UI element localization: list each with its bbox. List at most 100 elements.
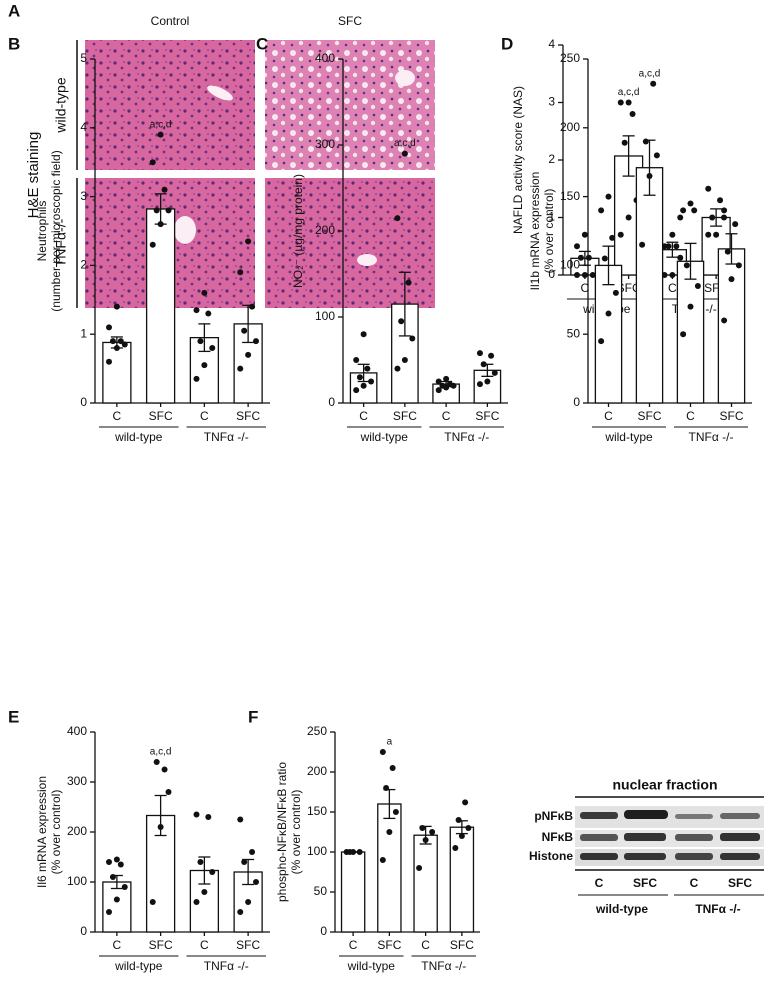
x-tick-label: C: [359, 409, 368, 423]
y-tick-label: 1: [80, 326, 87, 340]
data-point: [458, 833, 465, 839]
data-point: [106, 859, 112, 865]
y-tick-label: 0: [328, 395, 335, 409]
y-tick-label: 100: [67, 874, 87, 888]
y-axis-label: (number per microscopic field): [49, 150, 63, 311]
data-point: [677, 254, 684, 261]
data-point: [691, 207, 698, 214]
y-tick-label: 0: [548, 267, 555, 281]
data-point: [356, 374, 363, 381]
data-point: [683, 262, 690, 269]
y-axis-label: Neutrophils: [35, 201, 49, 262]
band: [624, 833, 666, 841]
data-point: [687, 200, 694, 207]
lane-label: C: [690, 876, 699, 890]
data-point: [705, 185, 712, 192]
bar: [102, 881, 132, 933]
bar: [449, 826, 475, 933]
data-point: [161, 186, 168, 193]
stain-label: H&E staining: [25, 132, 42, 219]
data-point: [574, 272, 580, 278]
y-tick-label: 200: [315, 223, 335, 237]
x-tick-label: C: [200, 409, 209, 423]
blot-strip: [575, 806, 764, 828]
data-point: [677, 214, 684, 221]
data-point: [379, 857, 386, 863]
annotation: a,c,d: [150, 119, 172, 130]
group-label: TNFα -/-: [204, 430, 249, 444]
data-point: [717, 197, 724, 204]
group-label: TNFα -/-: [695, 902, 740, 916]
y-tick-label: 150: [307, 804, 327, 818]
group-label: wild-type: [595, 902, 648, 916]
data-point: [106, 324, 112, 331]
data-point: [724, 248, 731, 255]
data-point: [106, 358, 112, 365]
y-tick-label: 150: [560, 189, 580, 203]
data-point: [585, 254, 592, 261]
data-point: [165, 207, 172, 214]
data-point: [465, 825, 472, 831]
data-point: [241, 859, 248, 865]
annotation: a,c,d: [150, 747, 172, 758]
data-point: [149, 899, 156, 905]
lane-label: SFC: [633, 876, 657, 890]
data-point: [253, 338, 259, 345]
data-point: [577, 254, 584, 261]
data-point: [205, 310, 212, 317]
blot-row-label: pNFκB: [534, 809, 573, 823]
data-point: [383, 785, 390, 791]
lane-label: C: [595, 876, 604, 890]
band: [580, 834, 618, 841]
y-axis-label: NO₂⁻ (µg/mg protein): [291, 174, 305, 288]
data-point: [612, 289, 619, 296]
data-point: [209, 344, 216, 351]
vessel: [207, 85, 233, 101]
data-point: [245, 351, 252, 358]
y-tick-label: 400: [315, 51, 335, 65]
y-tick-label: 50: [314, 884, 328, 898]
bar: [377, 803, 402, 933]
y-tick-label: 200: [67, 824, 87, 838]
data-point: [237, 269, 244, 276]
data-point: [117, 338, 124, 345]
y-tick-label: 0: [80, 924, 87, 938]
group-label: wild-type: [114, 430, 163, 444]
data-point: [392, 809, 399, 815]
vessel: [357, 254, 377, 266]
bar: [145, 208, 176, 404]
data-point: [113, 344, 120, 351]
band: [624, 810, 668, 819]
data-point: [356, 849, 363, 855]
annotation: a,c,d: [639, 68, 661, 79]
group-label: TNFα -/-: [689, 430, 734, 444]
data-point: [245, 899, 252, 905]
histology-image: [265, 40, 435, 170]
data-point: [394, 365, 401, 372]
x-tick-label: C: [581, 281, 590, 295]
data-point: [360, 331, 367, 338]
data-point: [639, 241, 646, 248]
blot-strip: [575, 849, 764, 866]
data-point: [476, 350, 483, 357]
data-point: [642, 138, 649, 145]
data-point: [721, 207, 728, 214]
data-point: [621, 139, 628, 146]
x-tick-label: C: [668, 281, 677, 295]
data-point: [201, 289, 208, 296]
data-point: [153, 759, 160, 765]
x-tick-label: C: [200, 938, 209, 952]
data-point: [694, 283, 701, 290]
data-point: [241, 327, 248, 334]
data-point: [157, 221, 164, 228]
data-point: [680, 207, 687, 214]
data-point: [598, 338, 605, 345]
data-point: [581, 231, 588, 238]
data-point: [113, 303, 120, 310]
y-tick-label: 300: [67, 774, 87, 788]
data-point: [201, 889, 208, 895]
histology-image: [85, 40, 255, 170]
data-point: [484, 378, 491, 385]
y-axis-label: Il1b mRNA expression: [528, 172, 542, 291]
data-point: [605, 193, 612, 200]
